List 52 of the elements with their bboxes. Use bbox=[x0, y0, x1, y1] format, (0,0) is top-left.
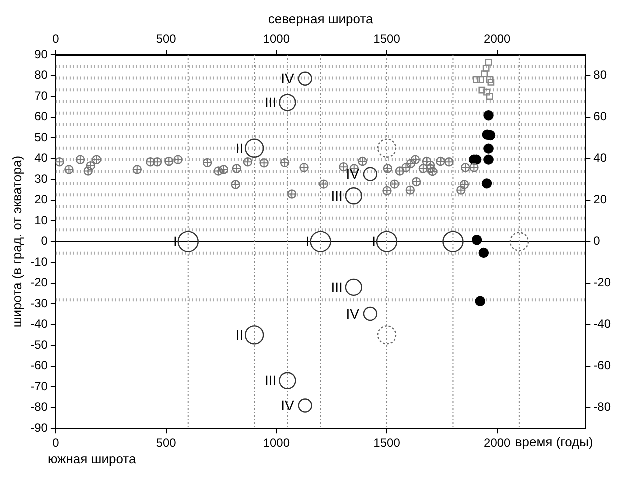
y-axis-title: широта (в град. от экватора) bbox=[9, 156, 24, 328]
annotation: II bbox=[236, 140, 244, 156]
y-tick-label: 20 bbox=[34, 192, 48, 207]
x2-tick-label: 0 bbox=[52, 32, 60, 46]
x-tick-label: 2000 bbox=[484, 436, 512, 450]
y-tick-label: -90 bbox=[30, 420, 48, 435]
y-tick-label: 0 bbox=[41, 234, 48, 248]
y-tick-label: -20 bbox=[30, 276, 48, 290]
y-tick-label: -70 bbox=[30, 379, 48, 394]
annotation: IV bbox=[346, 306, 360, 322]
annotation: IV bbox=[346, 166, 360, 182]
y-tick-label: -30 bbox=[30, 296, 48, 310]
y2-tick-label: 40 bbox=[594, 151, 608, 166]
y2-tick-label: -20 bbox=[594, 276, 612, 290]
y-tick-label: 10 bbox=[34, 213, 48, 228]
annotation: II bbox=[236, 327, 244, 344]
x2-tick-label: 1500 bbox=[374, 32, 401, 46]
y-tick-label: 70 bbox=[34, 88, 48, 103]
y2-tick-label: 20 bbox=[594, 192, 608, 207]
x-tick-label: 1000 bbox=[263, 436, 290, 450]
y2-tick-label: 0 bbox=[594, 234, 601, 248]
x-tick-label: 500 bbox=[156, 436, 177, 450]
annotation: III bbox=[331, 188, 343, 204]
y-tick-label: -60 bbox=[30, 358, 48, 373]
y2-tick-label: 80 bbox=[594, 68, 608, 82]
y-tick-label: -40 bbox=[30, 317, 48, 332]
x2-axis-title: северная широта bbox=[268, 11, 374, 26]
annotation: IV bbox=[281, 70, 296, 87]
y-tick-label: -10 bbox=[30, 254, 48, 269]
y-tick-label: -80 bbox=[30, 400, 48, 414]
y-tick-label: 90 bbox=[34, 47, 48, 62]
y-tick-label: 80 bbox=[34, 68, 48, 82]
annotation: IV bbox=[281, 398, 296, 414]
y2-tick-label: -60 bbox=[594, 358, 612, 373]
x2-tick-label: 2000 bbox=[484, 32, 512, 46]
annotation: III bbox=[331, 279, 343, 296]
x2-tick-label: 500 bbox=[156, 32, 177, 46]
y-tick-label: 30 bbox=[34, 172, 48, 186]
x-axis-title: время (годы) bbox=[515, 434, 594, 450]
annotation: III bbox=[265, 372, 277, 389]
y-tick-label: 40 bbox=[34, 151, 48, 166]
y-tick-label: 50 bbox=[34, 130, 48, 144]
y2-tick-label: 60 bbox=[594, 110, 608, 124]
y2-tick-label: -80 bbox=[594, 400, 612, 414]
x2-tick-label: 1000 bbox=[263, 32, 290, 46]
x-tick-label: 0 bbox=[52, 436, 60, 450]
text: южная широта bbox=[48, 452, 137, 467]
y2-tick-label: -40 bbox=[594, 317, 612, 332]
annotation: III bbox=[265, 94, 277, 111]
y-tick-label: 60 bbox=[34, 110, 48, 124]
y-tick-label: -50 bbox=[30, 338, 48, 352]
x-tick-label: 1500 bbox=[374, 436, 401, 450]
